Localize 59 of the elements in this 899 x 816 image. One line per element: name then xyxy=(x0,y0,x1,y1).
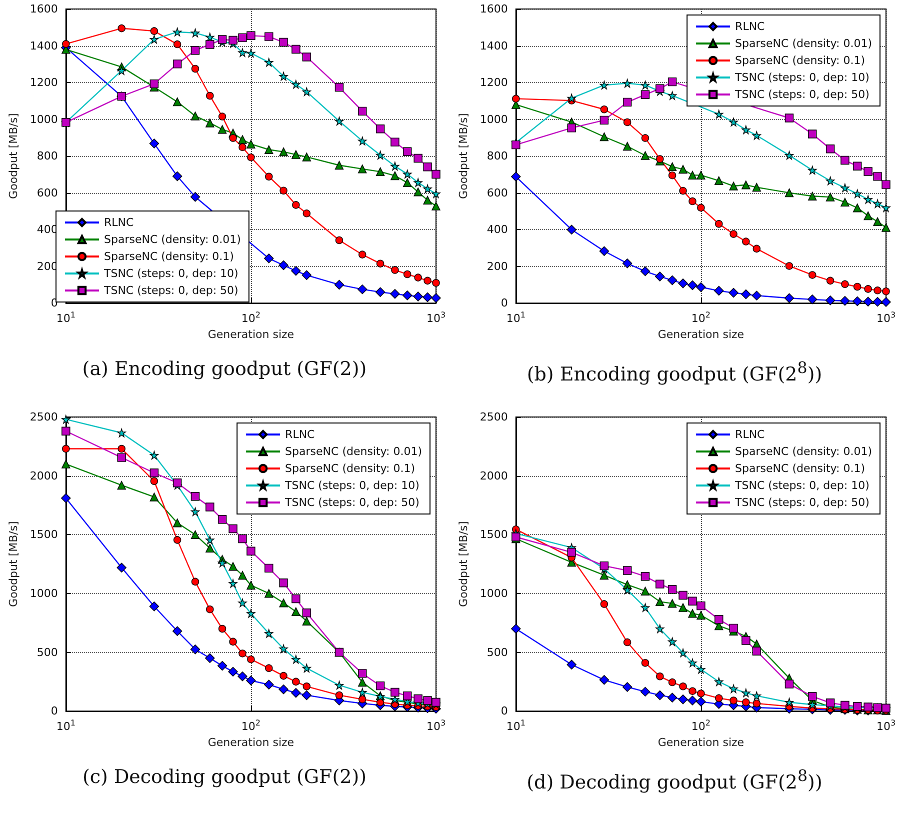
y-axis-title: Goodput [MB/s] xyxy=(457,113,470,199)
y-tick-label: 0 xyxy=(50,704,58,718)
legend-label: SparseNC (density: 0.1) xyxy=(285,462,416,475)
x-axis-title: Generation size xyxy=(658,328,744,341)
legend-label: TSNC (steps: 0, dep: 50) xyxy=(103,284,238,297)
legend-label: SparseNC (density: 0.01) xyxy=(285,445,422,458)
legend-label: SparseNC (density: 0.1) xyxy=(104,250,234,263)
legend-label: RLNC xyxy=(735,20,766,33)
legend-label: SparseNC (density: 0.1) xyxy=(735,462,866,475)
y-tick-label: 1600 xyxy=(480,2,508,16)
y-tick-label: 600 xyxy=(36,186,58,200)
y-tick-label: 2500 xyxy=(480,410,508,424)
y-tick-label: 0 xyxy=(500,704,508,718)
y-tick-label: 600 xyxy=(486,186,508,200)
y-tick-label: 0 xyxy=(500,296,508,310)
legend-label: TSNC (steps: 0, dep: 10) xyxy=(103,267,238,280)
legend-label: TSNC (steps: 0, dep: 10) xyxy=(284,479,420,492)
legend-label: SparseNC (density: 0.01) xyxy=(104,233,241,246)
x-axis-title: Generation size xyxy=(208,736,294,749)
legend-label: RLNC xyxy=(735,428,766,441)
y-tick-label: 1500 xyxy=(30,528,58,542)
text: (a) Encoding goodput (GF(2)) xyxy=(81,358,368,380)
legend-label: TSNC (steps: 0, dep: 50) xyxy=(284,496,420,509)
y-tick-label: 1500 xyxy=(480,528,508,542)
legend-label: SparseNC (density: 0.01) xyxy=(735,37,872,50)
y-tick-label: 1600 xyxy=(30,2,58,16)
y-tick-label: 1200 xyxy=(480,76,508,90)
y-tick-label: 1400 xyxy=(30,39,58,52)
legend-label: TSNC (steps: 0, dep: 10) xyxy=(734,71,870,84)
text: (b) Encoding goodput (GF(2$^{8}$)) xyxy=(526,358,824,386)
y-tick-label: 1200 xyxy=(30,76,58,90)
y-tick-label: 500 xyxy=(36,646,58,659)
legend-label: TSNC (steps: 0, dep: 10) xyxy=(734,479,870,492)
text: (d) Decoding goodput (GF(2$^{8}$)) xyxy=(526,766,824,794)
legend-label: RLNC xyxy=(285,428,316,441)
y-tick-label: 1000 xyxy=(480,112,508,126)
y-axis-title: Goodput [MB/s] xyxy=(7,113,20,199)
y-tick-label: 1400 xyxy=(480,39,508,52)
x-axis-title: Generation size xyxy=(208,328,294,341)
y-tick-label: 800 xyxy=(486,150,508,163)
legend-label: RLNC xyxy=(104,216,134,229)
y-tick-label: 1000 xyxy=(30,112,58,126)
legend-label: TSNC (steps: 0, dep: 50) xyxy=(734,496,870,509)
y-tick-label: 1000 xyxy=(480,586,508,600)
x-axis-title: Generation size xyxy=(658,736,744,749)
y-tick-label: 1000 xyxy=(30,586,58,600)
y-tick-label: 2500 xyxy=(30,410,58,424)
y-tick-label: 800 xyxy=(36,150,58,163)
y-tick-label: 2000 xyxy=(30,469,58,482)
legend-label: TSNC (steps: 0, dep: 50) xyxy=(734,88,870,101)
text: (c) Decoding goodput (GF(2)) xyxy=(81,766,368,788)
legend-label: SparseNC (density: 0.01) xyxy=(735,445,872,458)
y-tick-label: 500 xyxy=(486,646,508,659)
y-tick-label: 200 xyxy=(486,260,508,273)
y-tick-label: 400 xyxy=(486,223,508,236)
y-axis-title: Goodput [MB/s] xyxy=(7,521,20,607)
legend-label: SparseNC (density: 0.1) xyxy=(735,54,866,67)
y-axis-title: Goodput [MB/s] xyxy=(457,521,470,607)
y-tick-label: 2000 xyxy=(480,469,508,482)
